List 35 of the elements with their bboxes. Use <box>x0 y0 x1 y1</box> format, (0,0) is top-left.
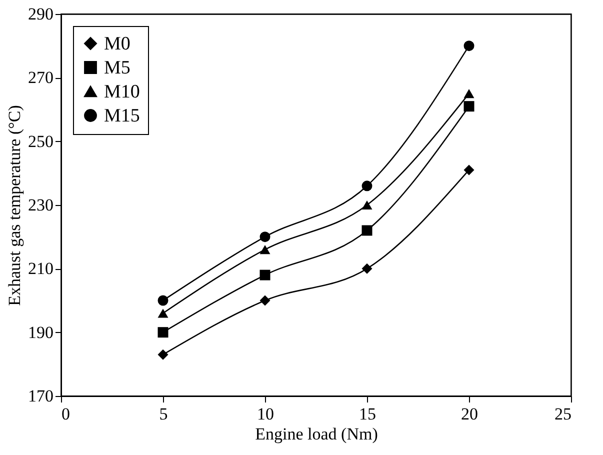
x-tick-label: 25 <box>554 404 572 424</box>
legend-label: M10 <box>104 82 140 102</box>
point <box>260 232 270 242</box>
legend-label: M0 <box>104 34 130 54</box>
point <box>260 245 270 254</box>
x-tick-label: 5 <box>159 404 168 424</box>
point <box>260 270 270 280</box>
legend-label: M5 <box>104 58 130 78</box>
point <box>464 89 474 98</box>
y-tick-label: 170 <box>28 386 54 406</box>
x-tick-label: 0 <box>62 404 70 424</box>
y-tick-label: 270 <box>28 68 54 88</box>
y-tick-label: 230 <box>28 196 54 214</box>
y-axis-title: Exhaust gas temperature (°C) <box>5 105 24 306</box>
point <box>158 349 168 360</box>
y-tick-label: 290 <box>28 4 54 24</box>
x-axis-title: Engine load (Nm) <box>255 424 378 444</box>
point <box>158 295 168 306</box>
legend-label: M15 <box>104 106 140 126</box>
point <box>362 200 372 210</box>
x-tick-label: 15 <box>359 404 376 424</box>
point <box>158 327 168 338</box>
point <box>158 308 168 318</box>
point <box>260 295 270 306</box>
point <box>464 164 474 176</box>
x-tick-label: 10 <box>257 404 274 424</box>
point <box>464 40 474 52</box>
point <box>362 225 372 236</box>
y-tick-label: 250 <box>28 132 54 151</box>
point <box>362 263 372 274</box>
y-tick-label: 190 <box>28 322 54 342</box>
y-tick-label: 210 <box>28 259 54 278</box>
x-tick-label: 20 <box>461 404 478 424</box>
point <box>362 180 372 192</box>
point <box>464 101 474 112</box>
